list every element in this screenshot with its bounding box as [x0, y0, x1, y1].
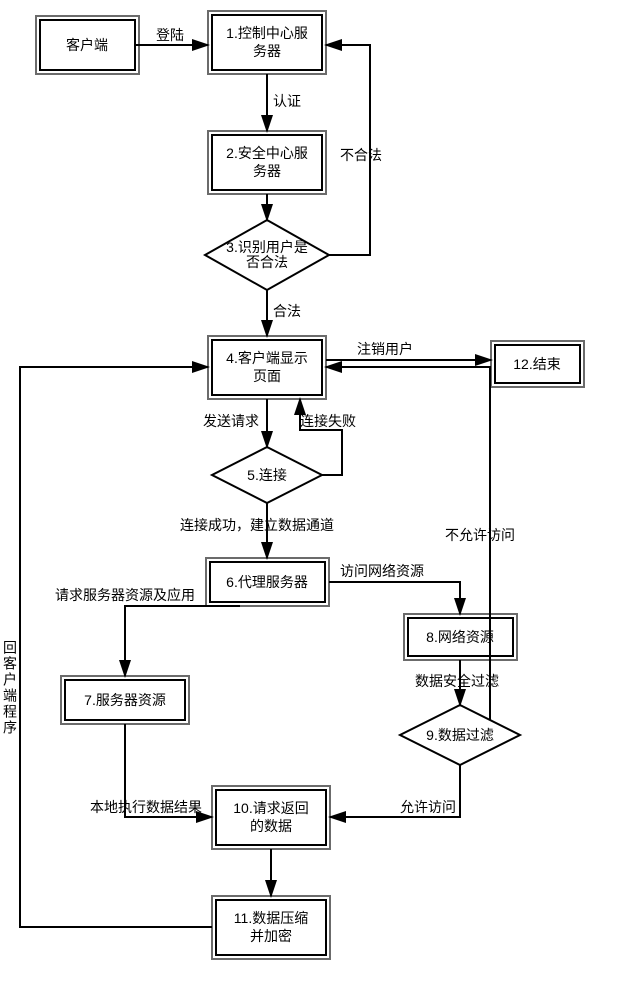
node-9: 9.数据过滤 [400, 705, 520, 765]
node-1: 1.控制中心服 务器 [208, 11, 326, 74]
edge-n11-n4-label: 回客户端程序 [2, 640, 18, 736]
node-11: 11.数据压缩 并加密 [212, 896, 330, 959]
edge-n4-n12-label: 注销用户 [357, 341, 413, 357]
node-5: 5.连接 [212, 447, 322, 503]
node-12-label: 12.结束 [513, 356, 560, 372]
node-client: 客户端 [36, 16, 139, 74]
node-4-label-1: 4.客户端显示 [226, 350, 308, 366]
node-4-label-2: 页面 [253, 368, 281, 384]
node-6: 6.代理服务器 [206, 558, 329, 606]
node-10-label-2: 的数据 [250, 818, 292, 834]
node-7-label: 7.服务器资源 [84, 692, 166, 708]
node-8: 8.网络资源 [404, 614, 517, 660]
edge-n1-n2-label: 认证 [273, 93, 301, 109]
node-7: 7.服务器资源 [61, 676, 189, 724]
flowchart-canvas: 客户端 1.控制中心服 务器 2.安全中心服 务器 3.识别用户是 否合法 4.… [0, 0, 619, 1000]
node-2-label-1: 2.安全中心服 [226, 145, 308, 161]
node-4: 4.客户端显示 页面 [208, 336, 326, 399]
edge-n6-n8 [329, 582, 460, 614]
edge-n9-n4-label: 不允许访问 [445, 527, 515, 543]
edge-n6-n7-label: 请求服务器资源及应用 [55, 587, 195, 603]
node-3: 3.识别用户是 否合法 [205, 220, 329, 290]
edge-n5-n6-label: 连接成功，建立数据通道 [180, 517, 334, 533]
node-3-label-1: 3.识别用户是 [226, 239, 308, 255]
edge-n5-n4 [300, 399, 342, 475]
edge-n3-n1-label: 不合法 [340, 147, 382, 163]
node-12: 12.结束 [491, 341, 584, 387]
node-10-label-1: 10.请求返回 [233, 800, 308, 816]
node-11-label-2: 并加密 [250, 928, 292, 944]
edge-n6-n7 [125, 606, 240, 676]
edge-n3-n4-label: 合法 [273, 303, 301, 319]
edge-n11-n4 [20, 367, 212, 927]
edge-n9-n10-label: 允许访问 [400, 799, 456, 815]
node-6-label: 6.代理服务器 [226, 574, 308, 590]
edge-n5-n4-label: 连接失败 [300, 413, 356, 429]
node-9-label: 9.数据过滤 [426, 727, 494, 743]
node-client-label: 客户端 [66, 37, 108, 53]
node-5-label: 5.连接 [247, 467, 287, 483]
node-10: 10.请求返回 的数据 [212, 786, 330, 849]
edge-n4-n5-label: 发送请求 [203, 413, 259, 429]
node-8-label: 8.网络资源 [426, 629, 494, 645]
edge-n7-n10-label: 本地执行数据结果 [90, 799, 202, 815]
node-2: 2.安全中心服 务器 [208, 131, 326, 194]
node-1-label-2: 务器 [253, 43, 281, 59]
edge-client-n1-label: 登陆 [156, 27, 184, 43]
node-1-label-1: 1.控制中心服 [226, 25, 308, 41]
node-3-label-2: 否合法 [246, 254, 288, 270]
edge-n8-n9-label: 数据安全过滤 [415, 673, 499, 689]
edge-n6-n8-label: 访问网络资源 [340, 563, 424, 579]
node-2-label-2: 务器 [253, 163, 281, 179]
node-11-label-1: 11.数据压缩 [234, 910, 308, 926]
